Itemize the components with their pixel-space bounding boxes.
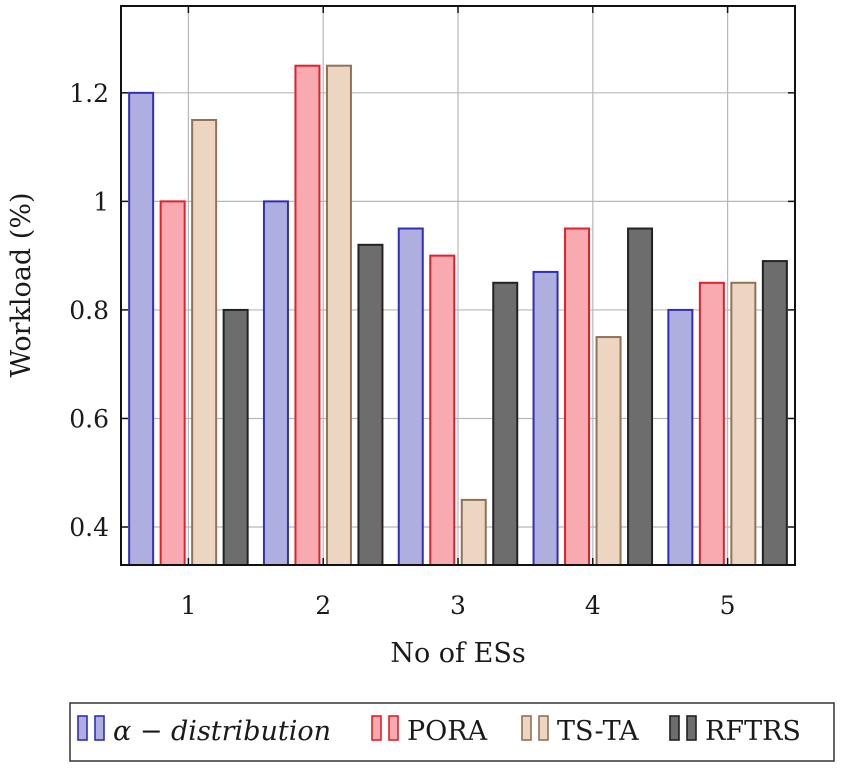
- legend-label-2: PORA: [407, 716, 488, 747]
- bars: [128, 64, 788, 567]
- y-tick-label: 0.4: [69, 513, 109, 542]
- bar-series-4-cat-2: [357, 243, 384, 566]
- bar-series-1-cat-4: [532, 270, 559, 566]
- y-tick-label: 1: [93, 187, 109, 216]
- bar-series-2-cat-1: [159, 200, 186, 567]
- axis-ticks: 0.4 0.6 0.8 1 1.2 1 2 3 4 5: [69, 6, 795, 620]
- bar-series-3-cat-4: [595, 336, 622, 566]
- legend-swatch-2b: [388, 715, 399, 741]
- bar-series-4-cat-1: [222, 308, 249, 566]
- bar-series-3-cat-5: [730, 281, 757, 566]
- legend-box: [69, 702, 835, 762]
- bar-series-3-cat-3: [460, 498, 487, 566]
- y-axis-label: Workload (%): [6, 192, 37, 377]
- bar-series-2-cat-5: [698, 281, 725, 566]
- y-tick-label: 0.6: [69, 404, 109, 433]
- bar-series-1-cat-3: [397, 227, 424, 566]
- legend-label-4: RFTRS: [705, 716, 801, 747]
- legend-swatch-2a: [371, 715, 382, 741]
- y-tick-label: 1.2: [69, 79, 109, 108]
- bar-series-2-cat-4: [564, 227, 591, 566]
- legend-swatch-1a: [77, 715, 88, 741]
- legend-swatch-1b: [94, 715, 105, 741]
- bar-series-4-cat-5: [761, 260, 788, 566]
- x-axis-label: No of ESs: [390, 638, 525, 669]
- legend-swatch-3a: [521, 715, 532, 741]
- y-tick-label: 0.8: [69, 296, 109, 325]
- legend: α − distribution PORA TS-TA RFTRS: [69, 702, 835, 762]
- x-tick-label: 4: [585, 591, 601, 620]
- x-tick-label: 3: [450, 591, 466, 620]
- bar-series-2-cat-3: [429, 254, 456, 566]
- bar-series-1-cat-2: [262, 200, 289, 567]
- legend-label-1: α − distribution: [113, 716, 331, 747]
- x-tick-label: 1: [180, 591, 196, 620]
- bar-series-1-cat-5: [667, 308, 694, 566]
- bar-series-3-cat-1: [191, 118, 218, 566]
- x-tick-label: 5: [720, 591, 736, 620]
- bar-series-3-cat-2: [325, 64, 352, 566]
- bar-series-2-cat-2: [294, 64, 321, 566]
- bar-series-4-cat-4: [627, 227, 654, 566]
- legend-swatch-4b: [686, 715, 697, 741]
- legend-label-3: TS-TA: [557, 716, 639, 747]
- legend-swatch-4a: [669, 715, 680, 741]
- bar-series-4-cat-3: [492, 281, 519, 566]
- bar-series-1-cat-1: [128, 91, 155, 566]
- x-tick-label: 2: [315, 591, 331, 620]
- legend-swatch-3b: [538, 715, 549, 741]
